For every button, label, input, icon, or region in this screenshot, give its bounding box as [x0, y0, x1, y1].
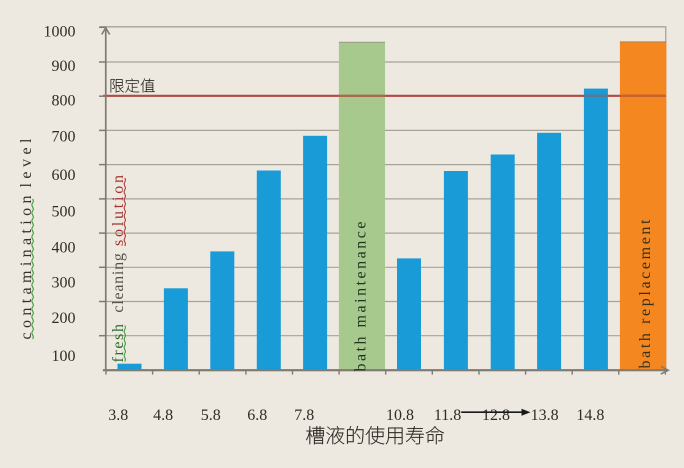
- svg-text:13.8: 13.8: [531, 407, 559, 424]
- svg-text:500: 500: [52, 203, 76, 220]
- svg-text:100: 100: [52, 348, 76, 365]
- svg-text:600: 600: [52, 167, 76, 184]
- svg-text:level: level: [18, 138, 35, 188]
- svg-text:14.8: 14.8: [576, 407, 604, 424]
- svg-text:3.8: 3.8: [108, 407, 128, 424]
- svg-text:cleaning: cleaning: [110, 253, 127, 313]
- svg-text:700: 700: [52, 128, 76, 145]
- svg-text:bath maintenance: bath maintenance: [353, 222, 370, 372]
- svg-text:300: 300: [52, 275, 76, 292]
- svg-text:7.8: 7.8: [294, 407, 314, 424]
- svg-text:200: 200: [52, 310, 76, 327]
- svg-text:4.8: 4.8: [153, 407, 173, 424]
- svg-text:800: 800: [52, 92, 76, 109]
- svg-text:400: 400: [52, 240, 76, 257]
- svg-text:bath replacement: bath replacement: [637, 219, 654, 369]
- svg-text:12.8: 12.8: [482, 407, 510, 424]
- svg-text:1000: 1000: [44, 23, 76, 40]
- svg-text:5.8: 5.8: [201, 407, 221, 424]
- svg-text:10.8: 10.8: [386, 407, 414, 424]
- svg-text:900: 900: [52, 58, 76, 75]
- svg-text:11.8: 11.8: [434, 407, 461, 424]
- svg-text:6.8: 6.8: [247, 407, 267, 424]
